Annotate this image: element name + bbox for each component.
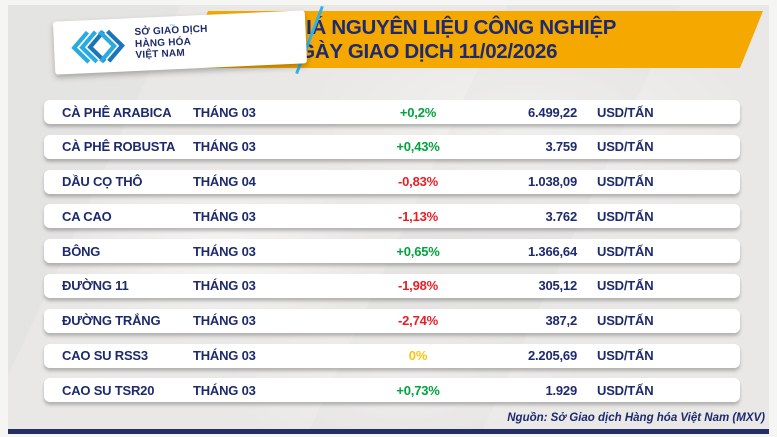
price-unit: USD/TẤN — [597, 313, 654, 329]
table-row: ĐƯỜNG TRẮNG THÁNG 03 -2,74% 387,2 USD/TẤ… — [44, 308, 740, 333]
contract-month: THÁNG 03 — [193, 139, 256, 155]
price-value: 6.499,22 — [527, 104, 577, 120]
commodity-name: CA CAO — [62, 208, 112, 224]
change-percent: -1,98% — [398, 278, 438, 294]
page-title-line2: NGÀY GIAO DỊCH 11/02/2026 — [284, 39, 558, 63]
commodity-name: BÔNG — [62, 243, 101, 259]
contract-month: THÁNG 04 — [193, 174, 256, 190]
price-value: 2.205,69 — [527, 348, 577, 364]
commodity-name: CAO SU TSR20 — [62, 382, 155, 398]
change-percent: +0,65% — [396, 243, 440, 259]
price-unit: USD/TẤN — [597, 174, 654, 190]
table-row: CÀ PHÊ ARABICA THÁNG 03 +0,2% 6.499,22 U… — [44, 100, 740, 124]
table-row: DẦU CỌ THÔ THÁNG 04 -0,83% 1.038,09 USD/… — [44, 169, 740, 194]
commodity-name: CAO SU RSS3 — [62, 348, 148, 364]
price-value: 1.038,09 — [527, 174, 577, 190]
table-row: CAO SU RSS3 THÁNG 03 0% 2.205,69 USD/TẤN — [44, 343, 740, 368]
page-title-line1: BẢNG GIÁ NGUYÊN LIỆU CÔNG NGHIỆP — [225, 15, 617, 39]
table-row: ĐƯỜNG 11 THÁNG 03 -1,98% 305,12 USD/TẤN — [44, 273, 740, 298]
commodity-name: CÀ PHÊ ROBUSTA — [62, 139, 176, 155]
commodity-name: CÀ PHÊ ARABICA — [62, 104, 172, 120]
trademark-symbol: ™ — [169, 24, 176, 31]
price-unit: USD/TẤN — [597, 348, 654, 364]
change-percent: -0,83% — [398, 174, 438, 190]
table-row: CAO SU TSR20 THÁNG 03 +0,73% 1.929 USD/T… — [44, 378, 740, 403]
price-value: 305,12 — [538, 278, 577, 294]
price-unit: USD/TẤN — [597, 139, 654, 155]
price-table: CÀ PHÊ ARABICA THÁNG 03 +0,2% 6.499,22 U… — [44, 100, 740, 403]
price-unit: USD/TẤN — [597, 104, 654, 120]
price-value: 1.366,64 — [527, 243, 577, 259]
contract-month: THÁNG 03 — [193, 348, 256, 364]
contract-month: THÁNG 03 — [193, 313, 256, 329]
price-value: 1.929 — [545, 382, 577, 398]
contract-month: THÁNG 03 — [193, 278, 256, 294]
change-percent: +0,43% — [396, 139, 440, 155]
commodity-name: ĐƯỜNG 11 — [62, 278, 129, 294]
commodity-name: ĐƯỜNG TRẮNG — [62, 313, 161, 329]
price-unit: USD/TẤN — [597, 278, 654, 294]
logo-text-line3: VIỆT NAM — [135, 48, 186, 62]
change-percent: +0,2% — [399, 104, 437, 120]
contract-month: THÁNG 03 — [193, 208, 256, 224]
change-percent: -2,74% — [398, 313, 438, 329]
mxv-logo-card: ™ SỞ GIAO DỊCH HÀNG HÓA VIỆT NAM — [52, 10, 308, 75]
page-title: BẢNG GIÁ NGUYÊN LIỆU CÔNG NGHIỆP NGÀY GI… — [201, 11, 641, 68]
price-unit: USD/TẤN — [597, 208, 654, 224]
contract-month: THÁNG 03 — [193, 243, 256, 259]
price-value: 3.762 — [545, 208, 577, 224]
contract-month: THÁNG 03 — [193, 104, 256, 120]
table-row: CÀ PHÊ ROBUSTA THÁNG 03 +0,43% 3.759 USD… — [44, 134, 740, 159]
mxv-chevron-icon — [71, 29, 125, 64]
price-unit: USD/TẤN — [597, 243, 654, 259]
commodity-name: DẦU CỌ THÔ — [62, 174, 143, 190]
change-percent: 0% — [408, 348, 428, 364]
source-note: Nguồn: Sở Giao dịch Hàng hóa Việt Nam (M… — [507, 412, 765, 424]
change-percent: +0,73% — [396, 382, 440, 398]
table-row: BÔNG THÁNG 03 +0,65% 1.366,64 USD/TẤN — [44, 239, 740, 264]
price-value: 387,2 — [545, 313, 577, 329]
bottom-accent-bar — [8, 429, 769, 434]
table-row: CA CAO THÁNG 03 -1,13% 3.762 USD/TẤN — [44, 204, 740, 229]
contract-month: THÁNG 03 — [193, 382, 256, 398]
price-value: 3.759 — [545, 139, 577, 155]
change-percent: -1,13% — [398, 208, 438, 224]
price-unit: USD/TẤN — [597, 382, 654, 398]
